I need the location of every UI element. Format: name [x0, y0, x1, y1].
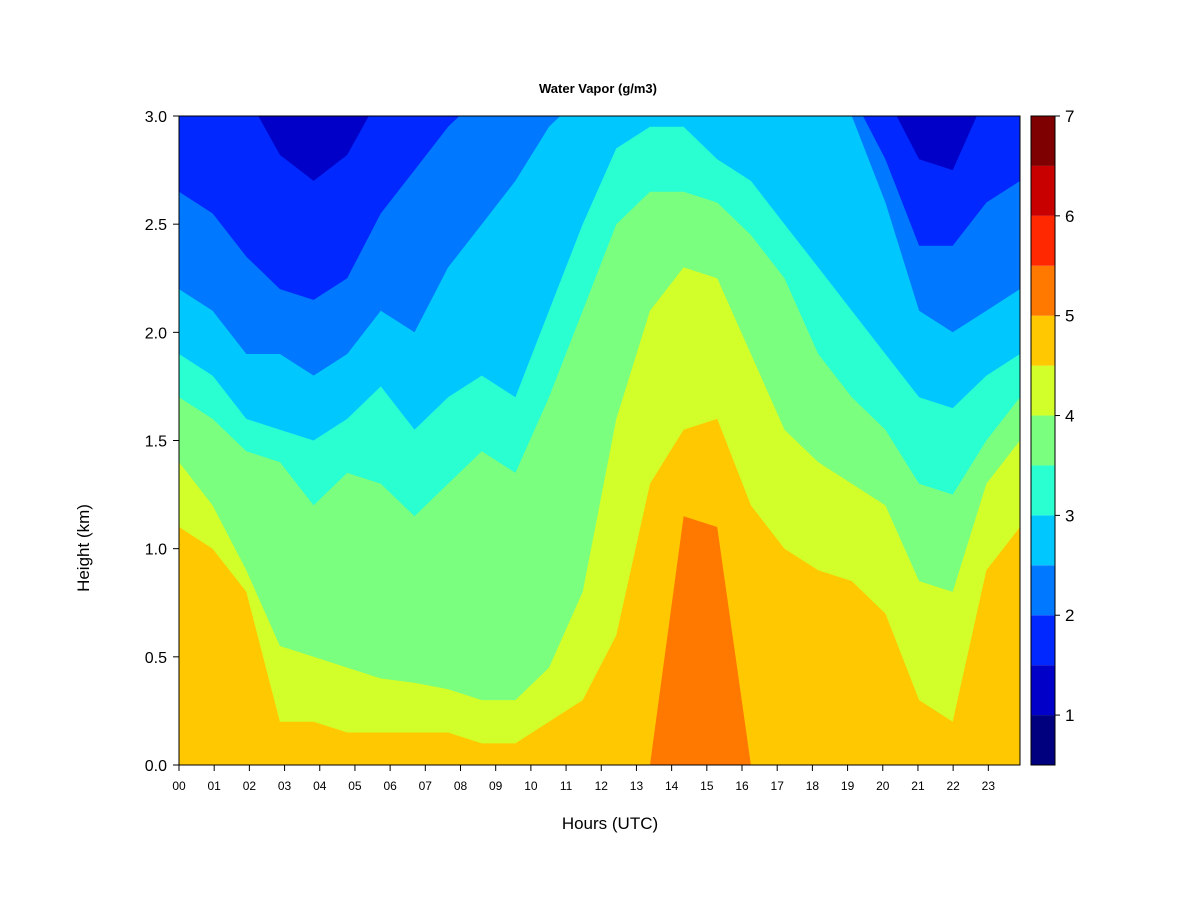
colorbar-swatch: [1031, 116, 1055, 166]
colorbar-tick-label: 2: [1065, 606, 1074, 625]
x-axis-label: Hours (UTC): [562, 814, 658, 833]
y-tick-label: 0.0: [145, 758, 167, 775]
colorbar-tick-label: 7: [1065, 107, 1074, 126]
colorbar-tick-label: 4: [1065, 407, 1074, 426]
colorbar-frame: [1030, 115, 1056, 766]
y-tick-label: 0.5: [145, 650, 167, 667]
x-tick-label: 23: [982, 779, 996, 793]
x-tick-label: 21: [911, 779, 925, 793]
x-tick-label: 12: [595, 779, 609, 793]
colorbar-swatch: [1031, 665, 1055, 716]
x-tick-label: 14: [665, 779, 679, 793]
y-axis: 0.0 0.5 1.0 1.5 2.0 2.5 3.0: [145, 109, 179, 775]
x-tick-label: 10: [524, 779, 538, 793]
colorbar-swatch: [1031, 215, 1055, 266]
colorbar-tick-label: 5: [1065, 307, 1074, 326]
chart-title: Water Vapor (g/m3): [539, 81, 657, 96]
x-tick-label: 02: [243, 779, 257, 793]
colorbar-swatch: [1031, 515, 1055, 566]
x-tick-label: 03: [278, 779, 292, 793]
colorbar-swatch: [1031, 265, 1055, 316]
x-tick-label: 20: [876, 779, 890, 793]
y-tick-label: 3.0: [145, 109, 167, 126]
x-tick-label: 09: [489, 779, 503, 793]
x-tick-label: 13: [630, 779, 644, 793]
colorbar-swatch: [1031, 565, 1055, 616]
x-tick-label: 18: [806, 779, 820, 793]
x-tick-label: 01: [208, 779, 222, 793]
colorbar: 1 2 3 4 5 6 7: [1030, 107, 1074, 766]
colorbar-swatch: [1031, 615, 1055, 666]
y-tick-label: 2.5: [145, 217, 167, 234]
x-tick-label: 19: [841, 779, 855, 793]
colorbar-tick-label: 6: [1065, 207, 1074, 226]
x-tick-label: 07: [419, 779, 433, 793]
y-axis-label: Height (km): [74, 504, 93, 592]
colorbar-tick-label: 1: [1065, 706, 1074, 725]
colorbar-swatch: [1031, 715, 1055, 765]
x-tick-label: 04: [313, 779, 327, 793]
x-tick-label: 11: [560, 779, 573, 793]
x-tick-label: 00: [172, 779, 186, 793]
colorbar-swatch: [1031, 415, 1055, 466]
x-tick-label: 16: [735, 779, 749, 793]
x-tick-label: 15: [700, 779, 714, 793]
x-axis: 00 01 02 03 04 05 06 07 08 09 10 11 12 13 14 15 16 17 18 19…: [172, 765, 995, 793]
x-tick-label: 08: [454, 779, 468, 793]
colorbar-tick-label: 3: [1065, 506, 1074, 525]
colorbar-swatch: [1031, 465, 1055, 516]
y-tick-label: 2.0: [145, 325, 167, 342]
x-tick-label: 17: [771, 779, 785, 793]
x-tick-label: 06: [383, 779, 397, 793]
colorbar-swatch: [1031, 165, 1055, 216]
colorbar-swatch: [1031, 315, 1055, 366]
y-tick-label: 1.0: [145, 542, 167, 559]
contour-band-4.5: [179, 418, 1020, 765]
y-tick-label: 1.5: [145, 434, 167, 451]
x-tick-label: 22: [946, 779, 960, 793]
plot-area: [179, 116, 1020, 765]
colorbar-swatch: [1031, 365, 1055, 416]
x-tick-label: 05: [348, 779, 362, 793]
